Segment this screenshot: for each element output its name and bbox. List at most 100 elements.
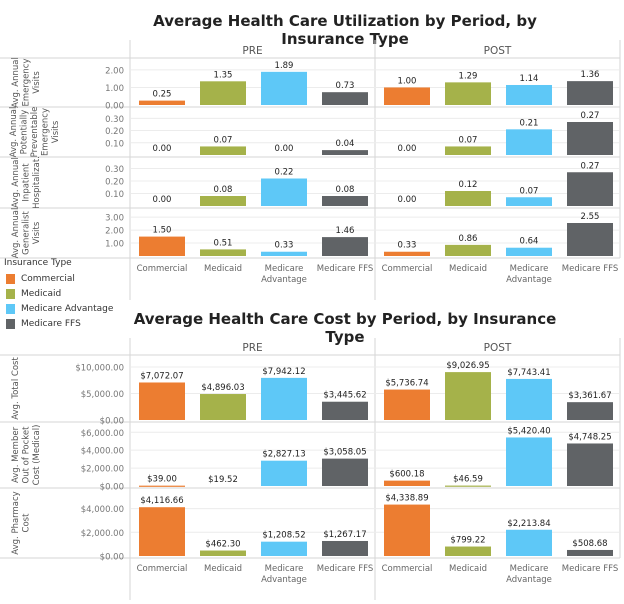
utilization-chart-title: Average Health Care Utilization by Perio… bbox=[153, 12, 537, 48]
cost-data-label: $7,942.12 bbox=[262, 367, 305, 377]
cost-data-label: $5,420.40 bbox=[507, 426, 550, 436]
cost-bar-row-3-post-medicare-advantage bbox=[506, 529, 552, 556]
axis-title-line: Out of Pocket bbox=[22, 426, 32, 484]
cost-bar-row-3-post-medicaid bbox=[445, 546, 491, 556]
cost-period-header-post: POST bbox=[484, 342, 512, 354]
utilization-bar-row-1-pre-medicare-advantage bbox=[261, 71, 307, 105]
cost-data-label: $799.22 bbox=[450, 536, 485, 546]
cost-bar-row-2-post-medicaid bbox=[445, 485, 491, 487]
utilization-category-label-post-medicare-advantage: Advantage bbox=[506, 275, 552, 285]
utilization-row-2-tick-label: 0.20 bbox=[105, 127, 124, 137]
utilization-period-header-post: POST bbox=[484, 45, 512, 57]
cost-data-label: $3,361.67 bbox=[568, 391, 611, 401]
cost-bar-row-1-post-commercial bbox=[384, 389, 430, 420]
axis-title-line: Avg. Annual bbox=[11, 57, 21, 108]
axis-title-line: Avg. Total Cost bbox=[11, 357, 21, 420]
axis-title-line: Emergency bbox=[41, 108, 51, 156]
cost-row-2-tick-label: $2,000.00 bbox=[81, 465, 124, 475]
utilization-bar-row-3-post-medicaid bbox=[445, 191, 491, 206]
cost-row-1-axis-title: Avg. Total Cost bbox=[11, 357, 21, 420]
cost-row-3-tick-label: $0.00 bbox=[100, 553, 124, 563]
utilization-row-1-tick-label: 0.00 bbox=[105, 102, 124, 112]
utilization-data-label: 0.00 bbox=[275, 144, 294, 154]
utilization-bar-row-3-pre-medicare-advantage bbox=[261, 178, 307, 206]
utilization-bar-row-2-pre-medicare-ffs bbox=[322, 150, 368, 155]
cost-bar-row-1-post-medicare-advantage bbox=[506, 378, 552, 420]
utilization-data-label: 0.07 bbox=[520, 186, 539, 196]
utilization-row-1-axis-title: Avg. AnnualEmergencyVisits bbox=[11, 57, 42, 108]
cost-data-label: $39.00 bbox=[147, 475, 177, 485]
cost-bar-row-3-pre-commercial bbox=[139, 507, 185, 556]
axis-title-line: Visits bbox=[32, 71, 42, 94]
cost-row-3-axis-title: Avg. PharmacyCost bbox=[11, 491, 32, 554]
utilization-row-4-axis-title: Avg. AnnualGeneralistVisits bbox=[11, 208, 42, 259]
cost-row-1-tick-label: $10,000.00 bbox=[75, 363, 124, 373]
utilization-data-label: 0.27 bbox=[581, 161, 600, 171]
cost-data-label: $19.52 bbox=[208, 475, 238, 485]
cost-row-3-tick-label: $4,000.00 bbox=[81, 505, 124, 515]
cost-bar-row-2-pre-medicare-advantage bbox=[261, 460, 307, 486]
cost-data-label: $462.30 bbox=[205, 540, 240, 550]
utilization-data-label: 1.50 bbox=[153, 226, 172, 236]
axis-title-line: Avg. Pharmacy bbox=[11, 491, 21, 554]
utilization-row-2-axis-title: Avg. AnnualPotentiallyPreventableEmergen… bbox=[9, 107, 61, 158]
cost-category-label-pre-commercial: Commercial bbox=[137, 564, 188, 574]
utilization-data-label: 1.89 bbox=[275, 61, 294, 71]
cost-data-label: $508.68 bbox=[572, 539, 607, 549]
cost-category-label-post-medicaid: Medicaid bbox=[449, 564, 487, 574]
legend-swatch-medicaid bbox=[6, 288, 15, 299]
cost-data-label: $4,338.89 bbox=[385, 494, 428, 504]
cost-data-label: $3,445.62 bbox=[323, 391, 366, 401]
cost-bar-row-3-pre-medicare-advantage bbox=[261, 541, 307, 556]
utilization-data-label: 0.33 bbox=[398, 241, 417, 251]
cost-category-label-post-medicare-advantage: Advantage bbox=[506, 575, 552, 585]
axis-title-line: Inpatient bbox=[22, 163, 32, 202]
cost-bar-row-1-pre-commercial bbox=[139, 382, 185, 420]
utilization-bar-row-4-post-medicare-advantage bbox=[506, 247, 552, 256]
axis-title-line: Avg. Member bbox=[11, 426, 21, 483]
legend-label: Medicare FFS bbox=[21, 318, 81, 329]
cost-bar-row-2-pre-commercial bbox=[139, 485, 185, 487]
legend-item-medicare-advantage: Medicare Advantage bbox=[4, 301, 119, 316]
axis-title-line: Avg. Annual bbox=[11, 208, 21, 259]
axis-title-line: Potentially bbox=[20, 110, 30, 155]
utilization-bar-row-3-pre-medicaid bbox=[200, 196, 246, 206]
cost-bar-row-2-post-medicare-advantage bbox=[506, 437, 552, 486]
cost-bar-row-1-post-medicaid bbox=[445, 372, 491, 420]
axis-title-line: Avg. Annual bbox=[11, 157, 21, 208]
utilization-data-label: 0.33 bbox=[275, 241, 294, 251]
utilization-data-label: 0.00 bbox=[398, 195, 417, 205]
utilization-data-label: 0.25 bbox=[153, 90, 172, 100]
utilization-category-label-post-medicaid: Medicaid bbox=[449, 264, 487, 274]
axis-title-line: Cost (Medical) bbox=[32, 425, 42, 486]
cost-bar-row-1-pre-medicare-advantage bbox=[261, 377, 307, 420]
cost-bar-row-3-pre-medicaid bbox=[200, 550, 246, 556]
cost-period-header-pre: PRE bbox=[242, 342, 262, 354]
utilization-bar-row-1-pre-medicaid bbox=[200, 81, 246, 105]
cost-row-2-tick-label: $0.00 bbox=[100, 483, 124, 493]
cost-bar-row-3-pre-medicare-ffs bbox=[322, 540, 368, 556]
utilization-data-label: 0.04 bbox=[336, 139, 355, 149]
utilization-data-label: 0.86 bbox=[459, 234, 478, 244]
utilization-row-4-tick-label: 1.00 bbox=[105, 240, 124, 250]
legend: Insurance Type Commercial Medicaid Medic… bbox=[4, 258, 119, 331]
legend-swatch-medicare-advantage bbox=[6, 303, 15, 314]
cost-row-1-tick-label: $0.00 bbox=[100, 417, 124, 427]
utilization-bar-row-4-post-commercial bbox=[384, 251, 430, 256]
utilization-category-label-pre-medicaid: Medicaid bbox=[204, 264, 242, 274]
utilization-data-label: 1.00 bbox=[398, 76, 417, 86]
axis-title-line: Emergency bbox=[22, 59, 32, 107]
utilization-bar-row-1-post-medicare-advantage bbox=[506, 84, 552, 105]
utilization-bar-row-1-post-commercial bbox=[384, 87, 430, 105]
utilization-category-label-post-commercial: Commercial bbox=[382, 264, 433, 274]
cost-category-label-post-commercial: Commercial bbox=[382, 564, 433, 574]
cost-category-label-pre-medicare-advantage: Advantage bbox=[261, 575, 307, 585]
utilization-bar-row-2-post-medicaid bbox=[445, 146, 491, 155]
cost-data-label: $2,827.13 bbox=[262, 450, 305, 460]
utilization-bar-row-1-post-medicaid bbox=[445, 82, 491, 105]
utilization-data-label: 1.14 bbox=[520, 74, 539, 84]
utilization-category-label-pre-medicare-advantage: Medicare bbox=[265, 264, 304, 274]
utilization-period-header-pre: PRE bbox=[242, 45, 262, 57]
utilization-row-3-tick-label: 0.30 bbox=[105, 165, 124, 175]
utilization-row-1-tick-label: 2.00 bbox=[105, 66, 124, 76]
